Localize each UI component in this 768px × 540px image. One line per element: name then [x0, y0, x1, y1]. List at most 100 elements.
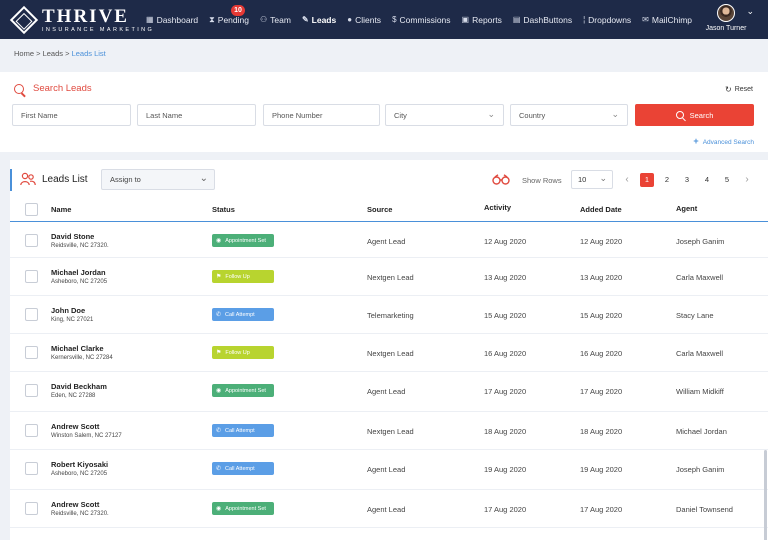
chevron-right-icon[interactable]: ›	[745, 174, 749, 185]
table-row[interactable]: Andrew Scott Reidsville, NC 27320. ◉ Appoin…	[10, 490, 768, 528]
nav-item-pending[interactable]: ⧗ Pending 10	[209, 4, 249, 25]
lead-name[interactable]: David Beckham	[51, 382, 107, 391]
city-select[interactable]: City ⌄	[385, 104, 504, 126]
nav-item-leads[interactable]: ✎ Leads	[302, 15, 336, 25]
page-1-button[interactable]: 1	[640, 173, 654, 187]
chevron-down-icon[interactable]: ⌄	[746, 6, 754, 16]
column-header-source[interactable]: Source	[367, 205, 393, 214]
assign-to-value: Assign to	[110, 175, 141, 184]
table-row[interactable]: Robert Kiyosaki Asheboro, NC 27205 ✆ Call A…	[10, 450, 768, 490]
nav-item-clients[interactable]: ● Clients	[347, 15, 381, 25]
breadcrumb-leads[interactable]: Leads	[42, 49, 64, 58]
row-checkbox[interactable]	[25, 270, 38, 283]
status-badge[interactable]: ✆ Call Attempt	[212, 424, 274, 437]
page-3-button[interactable]: 3	[684, 175, 690, 184]
lead-name[interactable]: John Doe	[51, 306, 86, 315]
lead-name[interactable]: Andrew Scott	[51, 422, 100, 431]
table-row[interactable]: John Doe King, NC 27021 ✆ Call Attempt Telem…	[10, 296, 768, 334]
lead-name[interactable]: David Stone	[51, 232, 95, 241]
nav-item-commissions[interactable]: $ Commissions	[392, 15, 450, 25]
lead-agent: Carla Maxwell	[676, 349, 724, 358]
dollar-icon: $	[392, 15, 397, 24]
lead-source: Nextgen Lead	[367, 273, 414, 282]
lead-added-date: 12 Aug 2020	[580, 237, 623, 246]
binoculars-icon[interactable]	[492, 174, 510, 188]
show-rows-select[interactable]: 10 ⌄	[571, 170, 613, 189]
status-badge[interactable]: ◉ Appointment Set	[212, 502, 274, 515]
status-badge-label: Appointment Set	[225, 237, 266, 244]
nav-item-dashboard[interactable]: ▦ Dashboard	[146, 15, 198, 25]
page-2-button[interactable]: 2	[664, 175, 670, 184]
column-header-activity[interactable]: Activity	[484, 203, 512, 212]
lead-name[interactable]: Michael Clarke	[51, 344, 104, 353]
last-name-field[interactable]: Last Name	[137, 104, 256, 126]
nav-item-dropdowns[interactable]: ¦ Dropdowns	[583, 15, 631, 25]
row-checkbox[interactable]	[25, 384, 38, 397]
phone-icon: ✆	[216, 312, 222, 318]
nav-item-label: MailChimp	[651, 14, 693, 25]
status-badge[interactable]: ⚑ Follow Up	[212, 270, 274, 283]
lead-name[interactable]: Andrew Scott	[51, 500, 100, 509]
page-5-button[interactable]: 5	[724, 175, 730, 184]
brand-logo[interactable]: THRIVE INSURANCE MARKETING	[9, 5, 154, 35]
status-badge[interactable]: ◉ Appointment Set	[212, 234, 274, 247]
lead-name[interactable]: Michael Jordan	[51, 268, 106, 277]
client-icon: ●	[347, 15, 353, 24]
row-checkbox[interactable]	[25, 424, 38, 437]
reports-icon: ▣	[461, 15, 470, 24]
lead-source: Nextgen Lead	[367, 349, 414, 358]
brand-name: THRIVE	[42, 5, 129, 27]
page-4-button[interactable]: 4	[704, 175, 710, 184]
table-row[interactable]: David Stone Reidsville, NC 27320. ◉ Appoint…	[10, 222, 768, 258]
follow-up-icon: ⚑	[216, 350, 222, 356]
lead-added-date: 17 Aug 2020	[580, 387, 623, 396]
table-row[interactable]: David Beckham Eden, NC 27288 ◉ Appointment …	[10, 372, 768, 412]
assign-to-select[interactable]: Assign to ⌄	[101, 169, 215, 190]
row-checkbox[interactable]	[25, 234, 38, 247]
advanced-search-link[interactable]: + Advanced Search	[693, 136, 754, 146]
user-menu[interactable]: ⌄ Jason Turner	[696, 4, 756, 32]
first-name-field[interactable]: First Name	[12, 104, 131, 126]
column-header-status[interactable]: Status	[212, 205, 235, 214]
status-badge-label: Appointment Set	[225, 387, 266, 394]
search-icon	[675, 111, 684, 119]
scrollbar[interactable]	[764, 450, 767, 540]
search-button[interactable]: Search	[635, 104, 754, 126]
column-header-agent[interactable]: Agent	[676, 204, 698, 213]
lead-address: Winston Salem, NC 27127	[51, 433, 122, 439]
table-row[interactable]: Michael Clarke Kernersville, NC 27284 ⚑ Fol…	[10, 334, 768, 372]
lead-name[interactable]: Robert Kiyosaki	[51, 460, 109, 469]
row-checkbox[interactable]	[25, 346, 38, 359]
row-checkbox[interactable]	[25, 462, 38, 475]
breadcrumb: Home > Leads > Leads List	[14, 49, 106, 58]
logo-diamond-icon	[9, 5, 39, 35]
team-icon: ⚇	[259, 15, 268, 24]
nav-item-reports[interactable]: ▣ Reports	[462, 15, 502, 25]
select-all-checkbox[interactable]	[25, 203, 38, 216]
status-badge[interactable]: ✆ Call Attempt	[212, 462, 274, 475]
breadcrumb-home[interactable]: Home	[14, 49, 35, 58]
reset-button[interactable]: ↻ Reset	[725, 85, 753, 94]
status-badge[interactable]: ✆ Call Attempt	[212, 308, 274, 321]
nav-item-team[interactable]: ⚇ Team	[260, 15, 291, 25]
lead-source: Agent Lead	[367, 505, 406, 514]
phone-number-field[interactable]: Phone Number	[263, 104, 380, 126]
country-select[interactable]: Country ⌄	[510, 104, 628, 126]
row-checkbox[interactable]	[25, 308, 38, 321]
avatar[interactable]	[717, 4, 735, 22]
column-header-name[interactable]: Name	[51, 205, 72, 214]
pending-count-badge: 10	[231, 4, 245, 16]
status-badge[interactable]: ◉ Appointment Set	[212, 384, 274, 397]
row-checkbox[interactable]	[25, 502, 38, 515]
lead-activity: 17 Aug 2020	[484, 505, 527, 514]
chevron-left-icon[interactable]: ‹	[625, 174, 629, 185]
column-header-added-date[interactable]: Added Date	[580, 205, 622, 214]
nav-item-mailchimp[interactable]: ✉ MailChimp	[642, 15, 692, 25]
table-row[interactable]: Andrew Scott Winston Salem, NC 27127 ✆ Call…	[10, 412, 768, 450]
table-row[interactable]: Michael Jordan Asheboro, NC 27205 ⚑ Follow …	[10, 258, 768, 296]
status-badge[interactable]: ⚑ Follow Up	[212, 346, 274, 359]
status-badge-label: Call Attempt	[225, 427, 255, 434]
nav-item-dashbuttons[interactable]: ▤ DashButtons	[513, 15, 572, 25]
status-badge-label: Follow Up	[225, 349, 250, 356]
lead-added-date: 18 Aug 2020	[580, 427, 623, 436]
